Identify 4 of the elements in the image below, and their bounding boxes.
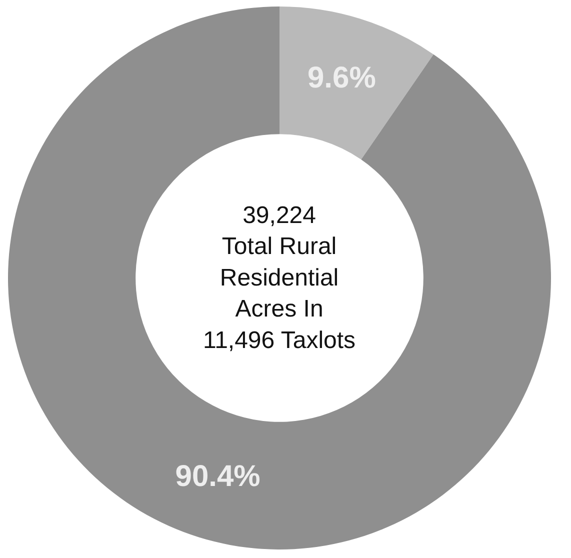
donut-slice	[280, 6, 434, 160]
text: 39,224 Total Rural Residential Acres In 11,496 Taxlots	[203, 202, 356, 354]
donut-slice	[8, 6, 550, 550]
data-label: 90.4%	[175, 460, 260, 493]
